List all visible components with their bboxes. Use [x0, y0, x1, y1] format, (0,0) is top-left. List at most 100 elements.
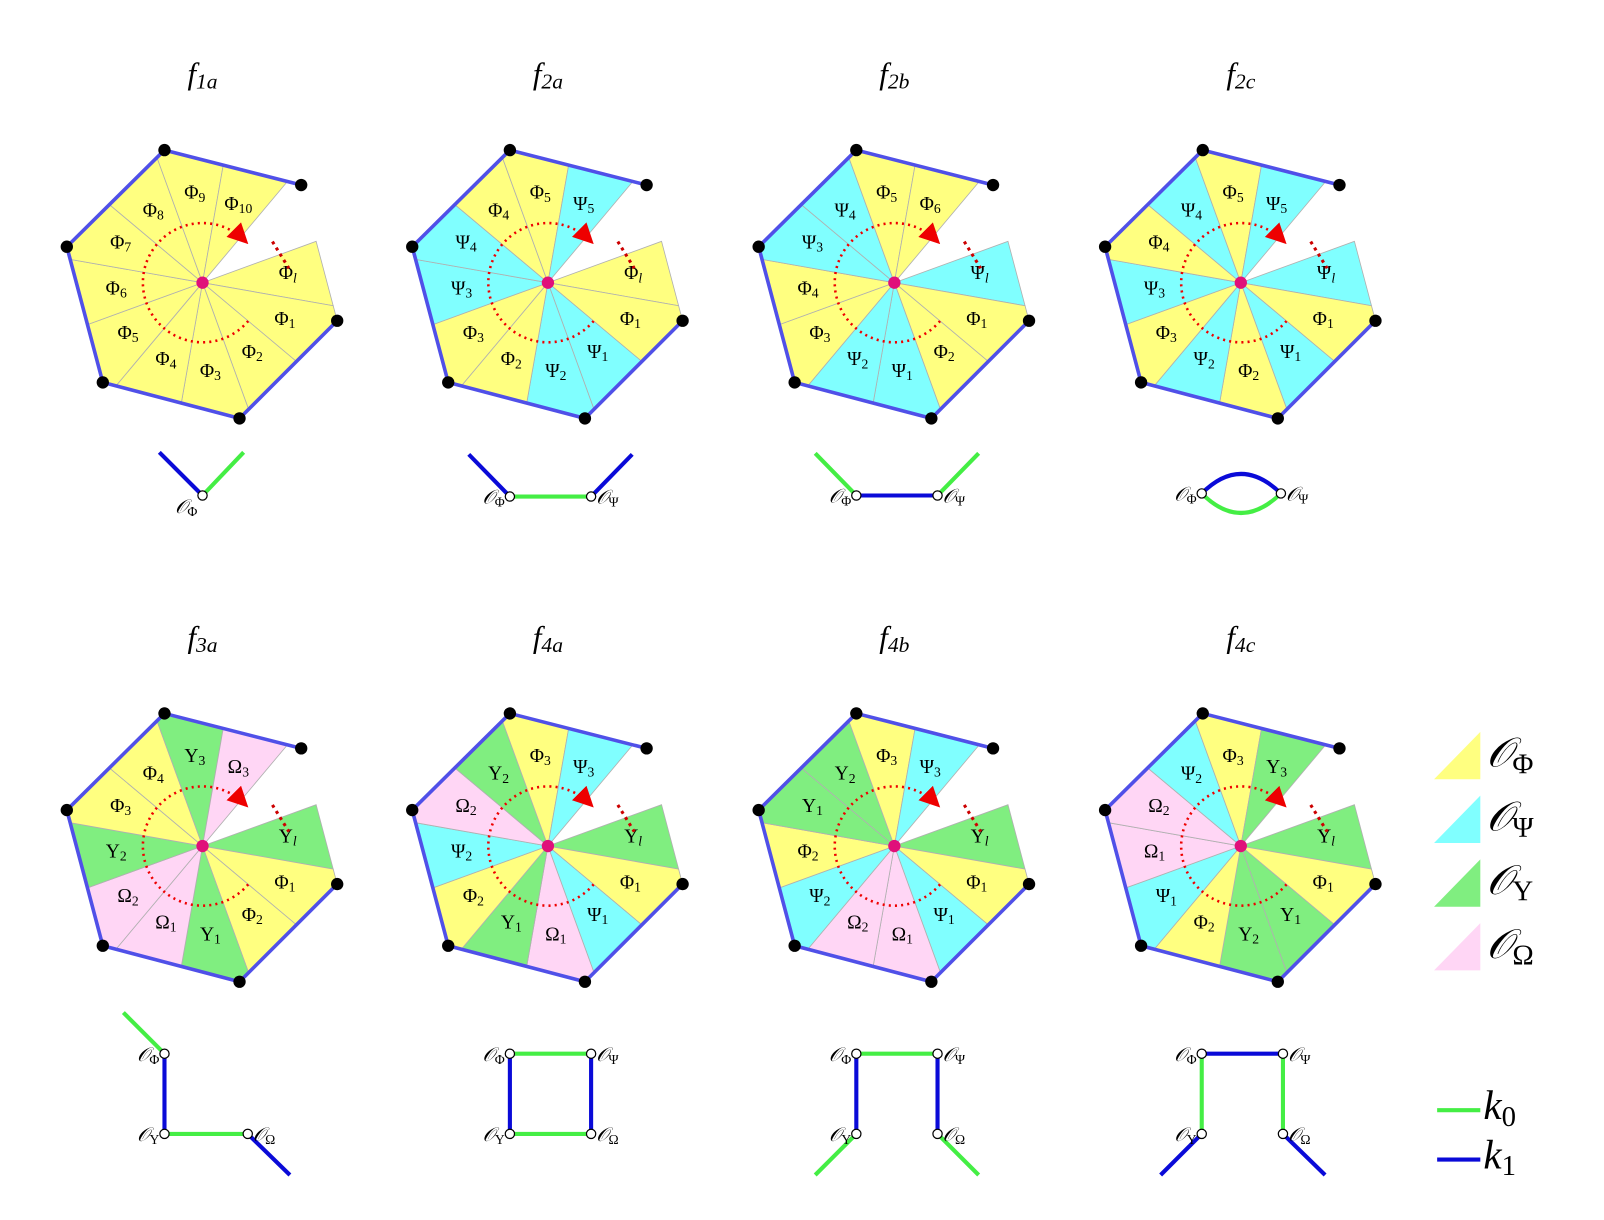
boundary-edge: [65, 148, 166, 248]
graph-node-label: 𝒪Ψ: [943, 1045, 966, 1067]
wedge-label: Φ3: [200, 361, 221, 383]
wedge-label-subscript: l: [1331, 834, 1335, 849]
wedge-label-subscript: 1: [214, 932, 221, 947]
wedge-label: Ψ1: [587, 342, 608, 364]
wedge-label: Υl: [971, 827, 989, 849]
wedge-label-subscript: 3: [934, 764, 941, 779]
wedge-label-symbol: Φ: [224, 194, 238, 215]
wedge-label: Υ3: [1266, 758, 1287, 780]
wedge-label: Ω1: [155, 913, 177, 935]
boundary-edge: [930, 319, 1031, 420]
wedge-label-symbol: Φ: [242, 906, 256, 927]
wedge-label-subscript: 1: [1170, 893, 1177, 908]
graph-node-label-subscript: Ψ: [1300, 1052, 1311, 1067]
wedge-label: Φ1: [620, 873, 641, 895]
wedge-label-symbol: Υ: [106, 842, 120, 863]
wedge-label-symbol: Φ: [274, 873, 288, 894]
graph-node-label: 𝒪Φ: [482, 1045, 504, 1067]
wedge-label: Ω2: [1148, 796, 1170, 818]
wedge-label-symbol: Ψ: [1144, 279, 1159, 300]
wedge-label: Φ3: [1156, 323, 1177, 345]
graph-node: [159, 1048, 170, 1059]
legend-label: 𝒪Φ: [1486, 730, 1533, 780]
graph-node: [504, 1048, 516, 1059]
wedge-label-symbol: Φ: [242, 342, 256, 363]
graph-node-label-subscript: Υ: [149, 1132, 159, 1147]
wedge-label: Ω1: [892, 925, 914, 947]
wedge-label: Ψ2: [1194, 350, 1215, 372]
vertex: [752, 240, 765, 253]
graph-node-label: 𝒪Υ: [483, 1125, 505, 1147]
vertex: [295, 178, 308, 192]
graph-node: [1196, 488, 1207, 499]
wedge-label: Ψ3: [573, 758, 594, 780]
wedge-label-subscript: 8: [157, 208, 164, 223]
wedge-label-subscript: 6: [120, 285, 127, 300]
wedge-label: Ψ2: [809, 887, 830, 909]
graph-edge: [936, 451, 981, 497]
wedge-label-subscript: 1: [1158, 849, 1165, 864]
graph-node-label: 𝒪Ω: [1288, 1125, 1310, 1147]
vertex: [676, 877, 689, 891]
graph-node: [851, 1128, 862, 1140]
boundary-edge: [757, 148, 858, 248]
wedge-label-symbol: Ω: [455, 796, 470, 817]
wedge-label-subscript: 1: [981, 316, 988, 331]
wedge-label: Φ2: [798, 842, 819, 864]
graph-node: [932, 1048, 943, 1059]
panel-title: f4b: [879, 621, 909, 657]
graph-node: [851, 490, 862, 501]
wedge-label-symbol: Ω: [1148, 796, 1163, 817]
wedge-label-symbol: Φ: [200, 361, 214, 382]
vertex: [752, 803, 765, 817]
wedge-label-subscript: 2: [1208, 920, 1215, 935]
wedge-label-symbol: Φ: [1148, 233, 1162, 254]
graph-node-label: 𝒪Υ: [1174, 1125, 1196, 1147]
boundary-edge: [757, 712, 858, 812]
graph-edge: [201, 450, 246, 497]
wedge-label: Υ1: [200, 925, 221, 947]
legend-label: 𝒪Υ: [1486, 858, 1533, 908]
wedge-label-symbol: Ψ: [1181, 201, 1196, 222]
wedge-label-symbol: Ω: [1144, 842, 1159, 863]
wedge-label: Ψl: [970, 264, 988, 286]
wedge-label: Φ4: [1148, 233, 1169, 255]
wedge-label: Ψ4: [1181, 201, 1202, 223]
graph-node: [242, 1128, 253, 1140]
graph-node-label-subscript: Φ: [495, 495, 505, 510]
graph-edge: [589, 452, 634, 498]
wedge-label: Ψ3: [451, 279, 472, 301]
wedge-label-symbol: Ψ: [573, 194, 588, 215]
center: [196, 839, 209, 853]
wedge-label-symbol: Φ: [530, 183, 544, 204]
graph-edge: [121, 1011, 166, 1056]
wedge-label-symbol: Φ: [501, 350, 515, 371]
wedge-label: Φ3: [463, 323, 484, 345]
graph-node: [585, 491, 597, 502]
wedge-label-subscript: 2: [465, 849, 472, 864]
wedge-label: Υ2: [106, 842, 127, 864]
graph-node-label: 𝒪Φ: [1174, 485, 1196, 507]
vertex: [640, 178, 653, 192]
wedge-label: Ψ4: [455, 233, 476, 255]
wedge-label: Φ1: [1313, 310, 1334, 332]
wedge-label: Ψ3: [802, 233, 823, 255]
panel-title-subscript: 3a: [195, 633, 218, 657]
vertex: [1134, 376, 1148, 389]
wedge-label-subscript: 3: [214, 368, 221, 383]
graph-node-label-subscript: Φ: [1187, 1052, 1197, 1067]
wedge-label: Υl: [624, 827, 642, 849]
boundary-edge: [1276, 882, 1377, 984]
legend-swatch: [1434, 859, 1481, 907]
wedge-label-subscript: l: [1331, 270, 1335, 285]
wedge-label-subscript: 7: [124, 240, 131, 255]
graph-node-label: 𝒪Ω: [943, 1125, 965, 1147]
wedge-label-subscript: 3: [816, 240, 823, 255]
legend-label-subscript: Ω: [1512, 939, 1533, 971]
wedge-label: Φ6: [106, 279, 127, 301]
legend-edge-label: k0: [1483, 1083, 1516, 1133]
wedge-label-symbol: Φ: [966, 310, 980, 331]
legend-label-subscript: Φ: [1512, 748, 1533, 780]
center: [888, 276, 901, 289]
